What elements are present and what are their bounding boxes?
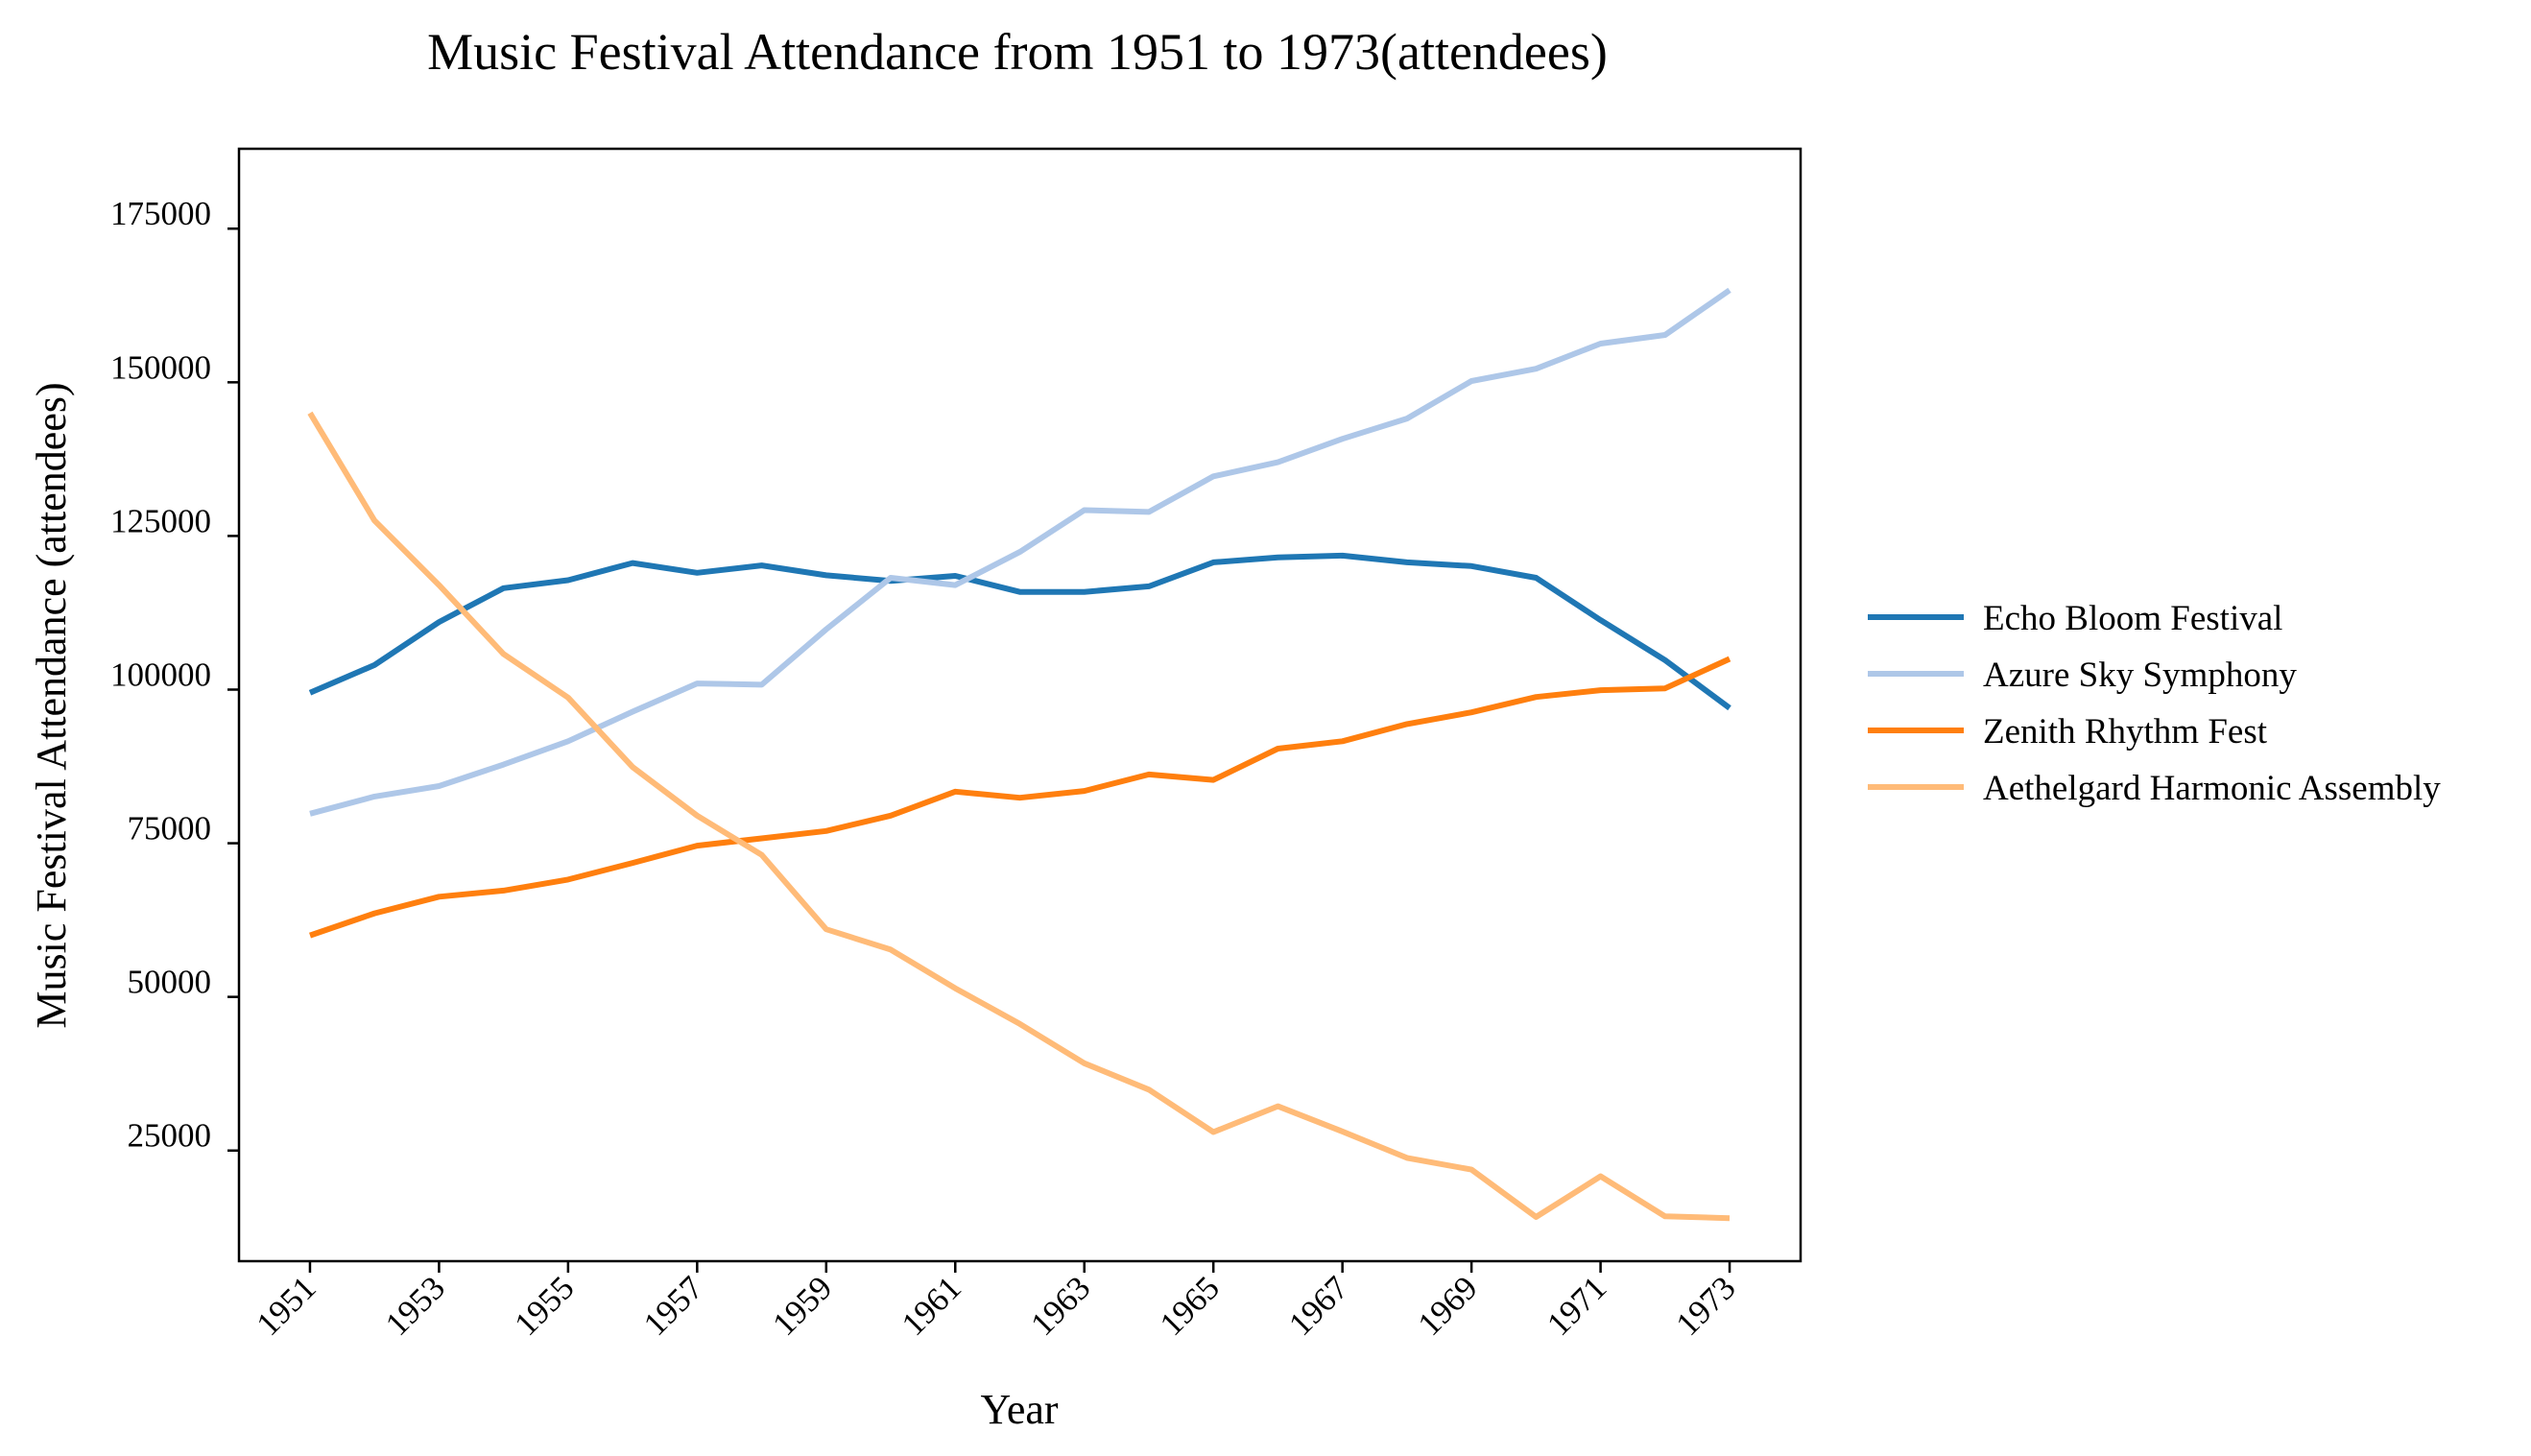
x-tick-label: 1959 [765,1269,839,1343]
x-tick-label: 1971 [1540,1269,1613,1343]
x-tick-label: 1955 [507,1269,581,1343]
legend: Echo Bloom Festival Azure Sky Symphony Zen… [1868,599,2441,808]
legend-label: Echo Bloom Festival [1983,599,2282,638]
y-tick-label: 100000 [110,656,211,693]
x-tick-label: 1969 [1411,1269,1485,1343]
series-line-3 [309,656,1731,939]
x-axis-label: Year [980,1386,1058,1433]
chart-title: Music Festival Attendance from 1951 to 1… [427,23,1608,81]
x-axis: 1951 1953 1955 1957 1959 1961 1963 1965 1967 1969… [250,1261,1743,1343]
y-tick-label: 75000 [128,810,212,847]
legend-label: Zenith Rhythm Fest [1983,712,2268,752]
y-tick-label: 25000 [128,1117,212,1155]
legend-label: Azure Sky Symphony [1983,656,2297,695]
x-tick-label: 1963 [1023,1269,1097,1343]
x-tick-label: 1961 [895,1269,968,1343]
y-tick-label: 50000 [128,964,212,1001]
legend-label: Aethelgard Harmonic Assembly [1983,769,2441,808]
y-tick-label: 150000 [110,348,211,386]
y-axis-label: Music Festival Attendance (attendees) [28,382,75,1028]
plot-area-frame [237,147,1803,1263]
x-tick-label: 1967 [1281,1269,1355,1343]
y-tick-label: 125000 [110,502,211,539]
x-tick-label: 1951 [250,1269,323,1343]
series-line-1 [308,552,1731,711]
x-tick-label: 1965 [1153,1269,1227,1343]
series-line-4 [307,411,1731,1222]
y-axis: 25000 50000 75000 100000 125000 150000 175000 [110,195,239,1155]
series-line-2 [309,287,1731,817]
x-tick-label: 1957 [636,1269,710,1343]
x-tick-label: 1973 [1669,1269,1743,1343]
y-tick-label: 175000 [110,195,211,232]
series-lines [307,287,1731,1222]
x-tick-label: 1953 [378,1269,452,1343]
